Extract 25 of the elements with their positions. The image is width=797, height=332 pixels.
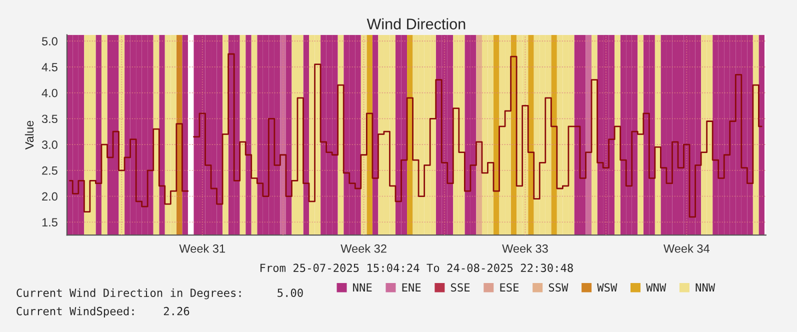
text: Current WindSpeed: 2.26 — [16, 306, 190, 318]
legend-label: SSW — [548, 283, 568, 292]
y-tick-label: 4.5 — [42, 63, 58, 72]
x-tick-label: Week 34 — [664, 244, 710, 253]
legend-label: NNW — [696, 283, 716, 292]
legend-label: SSE — [450, 283, 470, 292]
y-tick-label: 4.0 — [42, 88, 58, 98]
y-axis-title: Value — [24, 120, 34, 150]
x-tick-label: Week 32 — [340, 244, 386, 253]
y-tick-label: 5.0 — [42, 37, 58, 46]
y-tick-label: 3.5 — [42, 114, 58, 124]
legend-label: NNE — [353, 283, 372, 292]
x-tick-label: Week 33 — [502, 244, 548, 253]
legend-label: WNW — [646, 283, 666, 292]
x-axis-title: From 25-07-2025 15:04:24 To 24-08-2025 22:30:48 — [260, 264, 573, 272]
legend-label: WSW — [597, 283, 618, 292]
text: Current Wind Direction in Degrees: 5.00 — [16, 288, 303, 300]
legend-label: ENE — [402, 283, 421, 292]
y-tick-label: 2.0 — [42, 192, 58, 201]
y-tick-label: 1.5 — [42, 218, 58, 227]
x-tick-label: Week 31 — [179, 244, 225, 253]
y-tick-label: 3.0 — [42, 140, 58, 149]
legend-label: ESE — [500, 283, 519, 292]
y-tick-label: 2.5 — [42, 166, 58, 175]
chart-title: Wind Direction — [366, 18, 466, 30]
